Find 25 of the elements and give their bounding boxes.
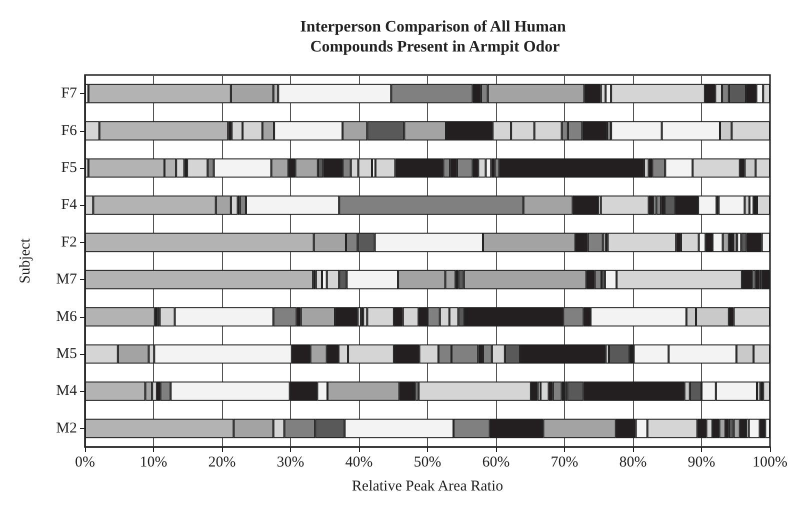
bar (540, 382, 549, 401)
x-tick-label: 60% (482, 454, 510, 470)
x-tick-label: 10% (140, 454, 168, 470)
x-tick-label: 100% (752, 454, 788, 470)
y-tick-label: M6 (56, 308, 78, 325)
y-tick-label: M7 (56, 272, 78, 288)
x-tick-label: 80% (619, 454, 647, 470)
chart-title: Interperson Comparison of All Human Compounds Present in Armpit Odor (300, 18, 570, 56)
y-tick-label: F4 (61, 197, 78, 214)
x-tick-label: 20% (208, 454, 236, 470)
y-axis-title: Subject (18, 238, 34, 284)
x-axis-title: Relative Peak Area Ratio (352, 478, 504, 494)
x-tick-label: 40% (345, 454, 373, 470)
y-tick-label: F5 (61, 160, 77, 176)
x-tick-label: 0% (75, 454, 95, 470)
x-tick-label: 70% (550, 454, 578, 470)
y-tick-label: F7 (61, 86, 78, 102)
y-tick-label: F6 (61, 122, 78, 139)
y-tick-label: M5 (56, 346, 77, 362)
x-tick-label: 50% (414, 454, 442, 470)
x-tick-label: 30% (276, 454, 304, 470)
y-tick-label: F2 (61, 234, 77, 250)
x-tick-label: 90% (688, 454, 716, 470)
y-tick-label: M4 (56, 383, 78, 400)
y-tick-label: M2 (56, 420, 77, 436)
